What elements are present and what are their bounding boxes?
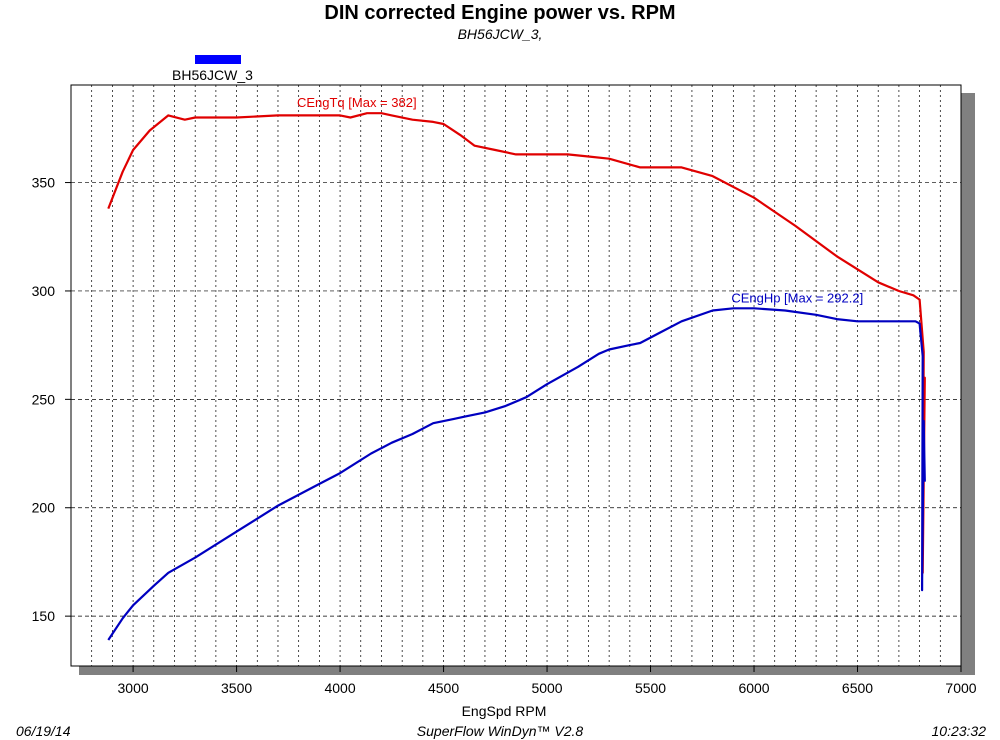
y-tick-label: 250: [32, 391, 56, 407]
x-tick-label: 5000: [531, 680, 562, 696]
x-tick-label: 3000: [118, 680, 149, 696]
axes: 3000 3500 4000 4500 5000 5500 6000 6500 7000 150 2…: [32, 175, 977, 696]
legend-swatch: [195, 55, 241, 64]
y-tick-label: 300: [32, 283, 56, 299]
series-line-CEngHp: [107, 307, 926, 641]
series-annotation-CEngHp: CEngHp [Max = 292.2]: [731, 290, 863, 305]
x-tick-label: 3500: [221, 680, 252, 696]
x-tick-label: 4500: [428, 680, 459, 696]
y-tick-label: 150: [32, 608, 56, 624]
grid: [71, 85, 961, 666]
x-tick-label: 4000: [324, 680, 355, 696]
x-tick-label: 7000: [945, 680, 976, 696]
footer-software: SuperFlow WinDyn™ V2.8: [416, 723, 584, 739]
y-tick-label: 200: [32, 500, 56, 516]
plot-area: [70, 84, 962, 667]
chart-title: DIN corrected Engine power vs. RPM: [324, 2, 676, 24]
legend-label: BH56JCW_3: [172, 67, 253, 83]
x-axis-label: EngSpd RPM: [462, 703, 547, 719]
x-tick-label: 5500: [635, 680, 666, 696]
chart-subtitle: BH56JCW_3,: [457, 26, 543, 42]
footer-time: 10:23:32: [931, 723, 987, 739]
series-annotation-CEngTq: CEngTq [Max = 382]: [297, 95, 417, 110]
y-tick-label: 350: [32, 175, 56, 191]
x-tick-label: 6500: [842, 680, 873, 696]
series-line-CEngTq: [107, 112, 926, 574]
footer-date: 06/19/14: [16, 723, 71, 739]
x-tick-label: 6000: [738, 680, 769, 696]
series-lines: [107, 112, 926, 641]
series-annotations: CEngTq [Max = 382] CEngHp [Max = 292.2]: [297, 95, 863, 305]
